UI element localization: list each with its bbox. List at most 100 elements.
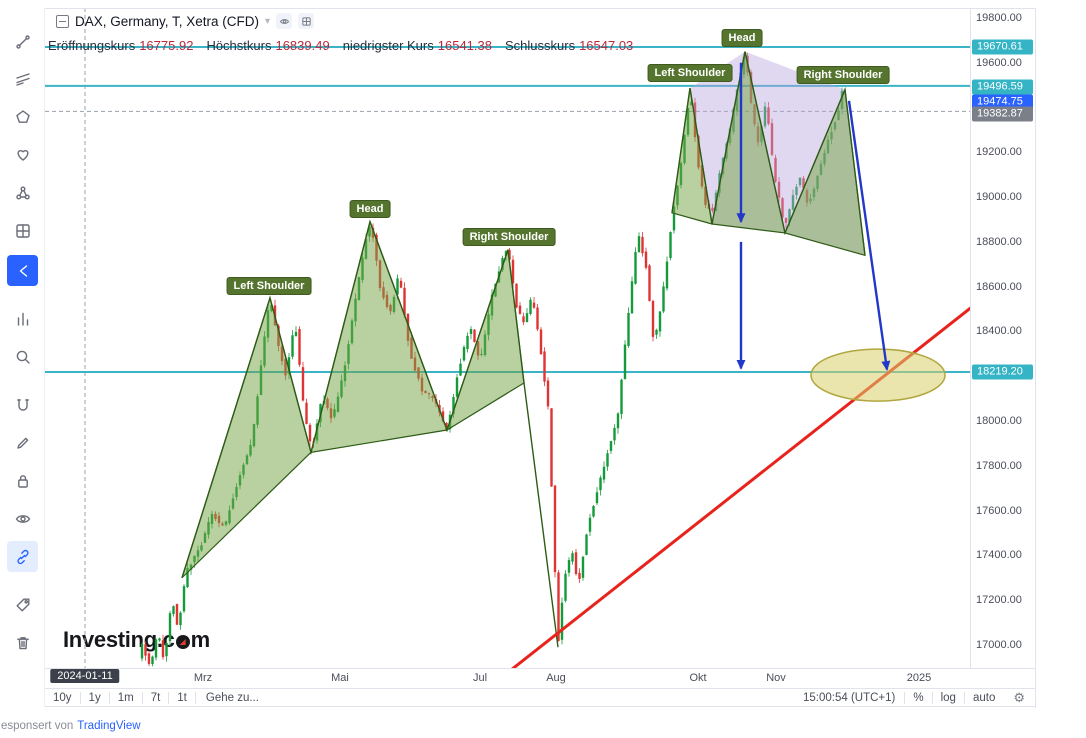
fib-gann-tool-icon[interactable] bbox=[7, 63, 38, 94]
low-value: niedrigster Kurs 16541.38 bbox=[343, 38, 492, 53]
goto-date-button[interactable]: Gehe zu... bbox=[205, 691, 259, 704]
low-price: 16541.38 bbox=[437, 38, 492, 53]
investing-watermark: Investing .c m bbox=[63, 627, 210, 653]
toolbar-divider bbox=[194, 691, 196, 704]
x-axis-tick: 2025 bbox=[906, 672, 932, 684]
range-7t-button[interactable]: 7t bbox=[150, 691, 161, 704]
percent-scale-button[interactable]: % bbox=[913, 691, 924, 704]
pattern-label[interactable]: Head bbox=[349, 200, 391, 218]
open-value: Eröffnungskurs 16775.92 bbox=[48, 38, 193, 53]
magnet-tool-icon[interactable] bbox=[7, 389, 38, 420]
x-axis-tick: Nov bbox=[766, 672, 786, 684]
price-badge-teal: 19496.59 bbox=[972, 79, 1033, 95]
trash-tool-icon[interactable] bbox=[7, 627, 38, 658]
y-axis-tick: 17000.00 bbox=[976, 638, 1022, 651]
back-arrow-tool-icon[interactable] bbox=[7, 255, 38, 286]
open-price: 16775.92 bbox=[139, 38, 194, 53]
frame-border-right bbox=[1035, 8, 1036, 708]
x-axis-tick: Aug bbox=[546, 672, 566, 684]
head-and-shoulders-1-triangle[interactable] bbox=[310, 219, 448, 454]
symbol-title[interactable]: DAX, Germany, T, Xetra (CFD) bbox=[75, 13, 260, 29]
pattern-label[interactable]: Right Shoulder bbox=[462, 228, 556, 246]
auto-scale-button[interactable]: auto bbox=[972, 691, 996, 704]
toolbar-divider bbox=[931, 691, 933, 704]
pattern-label[interactable]: Left Shoulder bbox=[647, 64, 733, 82]
crosshair-date-badge: 2024-01-11 bbox=[50, 669, 120, 683]
price-badge-teal: 19670.61 bbox=[972, 39, 1033, 55]
y-axis-tick: 17800.00 bbox=[976, 459, 1022, 472]
lock-tool-icon[interactable] bbox=[7, 465, 38, 496]
y-axis-tick: 18400.00 bbox=[976, 325, 1022, 338]
legend-eye-icon[interactable] bbox=[276, 13, 293, 29]
y-axis-tick: 19000.00 bbox=[976, 191, 1022, 204]
price-badge-teal: 18219.20 bbox=[972, 364, 1033, 380]
trendline-tool-icon[interactable] bbox=[7, 26, 38, 57]
legend-dropdown-icon[interactable]: ▾ bbox=[265, 15, 271, 27]
target-zone-ellipse[interactable] bbox=[810, 348, 946, 402]
head-and-shoulders-2-outline[interactable] bbox=[671, 51, 866, 256]
tradingview-link[interactable]: TradingView bbox=[77, 720, 141, 732]
chart-layers bbox=[45, 8, 970, 668]
eye-visibility-tool-icon[interactable] bbox=[7, 503, 38, 534]
bar-pattern-tool-icon[interactable] bbox=[7, 303, 38, 334]
log-scale-button[interactable]: log bbox=[940, 691, 956, 704]
forecast-grid-tool-icon[interactable] bbox=[7, 215, 38, 246]
sponsor-row: esponsert von TradingView bbox=[1, 720, 141, 732]
shapes-polygon-tool-icon[interactable] bbox=[7, 101, 38, 132]
range-10y-button[interactable]: 10y bbox=[53, 691, 72, 704]
clock-label: 15:00:54 (UTC+1) bbox=[802, 691, 896, 704]
x-axis-tick: Jul bbox=[472, 672, 488, 684]
tag-layers-tool-icon[interactable] bbox=[7, 589, 38, 620]
pattern-label[interactable]: Right Shoulder bbox=[796, 66, 890, 84]
collapse-panel-icon[interactable] bbox=[56, 14, 69, 28]
y-axis-tick: 19600.00 bbox=[976, 56, 1022, 69]
bottom-toolbar: 10y 1y 1m 7t 1t Gehe zu... 15:00:54 (UTC… bbox=[45, 688, 1035, 707]
range-1m-button[interactable]: 1m bbox=[117, 691, 134, 704]
x-axis-tick: Mrz bbox=[193, 672, 213, 684]
pattern-nodes-tool-icon[interactable] bbox=[7, 177, 38, 208]
watermark-text-3: m bbox=[190, 627, 211, 652]
projection-arrow[interactable] bbox=[847, 100, 891, 372]
frame-border-top bbox=[45, 8, 1035, 9]
price-badge-blue: 19474.75 bbox=[972, 94, 1033, 110]
toolbar-divider bbox=[141, 691, 143, 704]
pattern-label[interactable]: Left Shoulder bbox=[226, 277, 312, 295]
investing-logo-o-icon bbox=[175, 635, 190, 649]
drawing-toolbar bbox=[0, 8, 45, 707]
time-axis-separator bbox=[45, 668, 1035, 669]
high-label: Höchstkurs bbox=[206, 38, 272, 53]
ohlc-row: Eröffnungskurs 16775.92 Höchstkurs 16839.4… bbox=[48, 38, 633, 53]
x-axis-tick: Mai bbox=[331, 672, 349, 684]
range-1t-button[interactable]: 1t bbox=[177, 691, 187, 704]
head-and-shoulders-1-outline[interactable] bbox=[181, 219, 559, 648]
zoom-in-tool-icon[interactable] bbox=[7, 341, 38, 372]
toolbar-divider bbox=[168, 691, 170, 704]
close-value: Schlusskurs 16547.03 bbox=[505, 38, 633, 53]
toolbar-divider bbox=[904, 691, 906, 704]
low-label: niedrigster Kurs bbox=[342, 38, 434, 53]
range-1y-button[interactable]: 1y bbox=[88, 691, 101, 704]
close-price: 16547.03 bbox=[579, 38, 634, 53]
price-axis-separator bbox=[970, 8, 971, 668]
pencil-draw-tool-icon[interactable] bbox=[7, 427, 38, 458]
link-tool-icon[interactable] bbox=[7, 541, 38, 572]
sponsor-text: esponsert von bbox=[1, 720, 74, 732]
high-price: 16839.49 bbox=[275, 38, 330, 53]
price-badge-gray: 19382.87 bbox=[972, 106, 1033, 122]
high-value: Höchstkurs 16839.49 bbox=[206, 38, 329, 53]
heart-annotation-tool-icon[interactable] bbox=[7, 139, 38, 170]
close-label: Schlusskurs bbox=[504, 38, 576, 53]
x-axis-tick: Okt bbox=[689, 672, 707, 684]
toolbar-divider bbox=[108, 691, 110, 704]
open-label: Eröffnungskurs bbox=[48, 38, 136, 53]
toolbar-divider bbox=[79, 691, 81, 704]
y-axis-tick: 18800.00 bbox=[976, 235, 1022, 248]
y-axis-tick: 19200.00 bbox=[976, 146, 1022, 159]
y-axis-tick: 18600.00 bbox=[976, 280, 1022, 293]
settings-gear-icon[interactable]: ⚙ bbox=[1013, 689, 1025, 705]
y-axis-tick: 17400.00 bbox=[976, 549, 1022, 562]
legend-settings-icon[interactable] bbox=[298, 13, 315, 29]
pattern-label[interactable]: Head bbox=[721, 29, 763, 47]
